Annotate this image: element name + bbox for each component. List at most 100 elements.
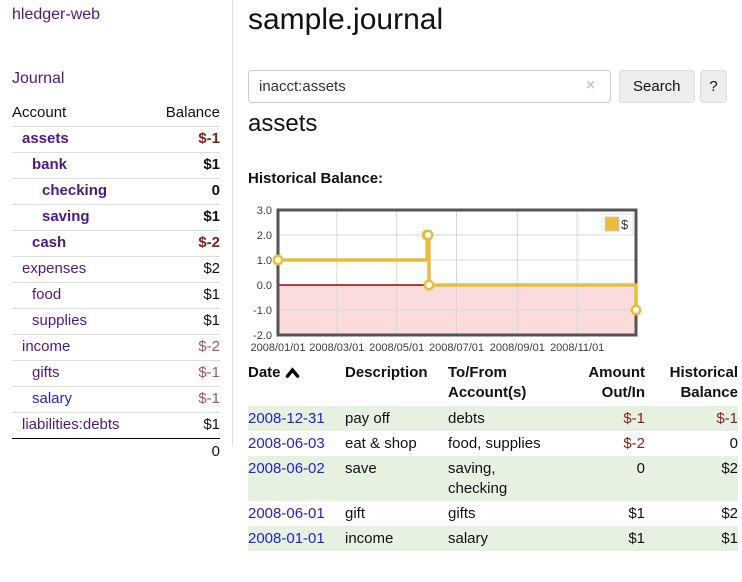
sidebar-account-expenses[interactable]: expenses [22,260,87,277]
transaction-amount: $1 [628,530,645,547]
col-accounts: To/From Account(s) [448,364,527,401]
svg-text:2008/09/01: 2008/09/01 [490,342,545,354]
register-row: 2008-06-02 save saving, checking 0 $2 [248,456,738,501]
nav-journal-link[interactable]: Journal [12,70,65,87]
clear-search-icon[interactable]: × [586,77,596,94]
svg-text:2008/07/01: 2008/07/01 [429,342,484,354]
transaction-balance: $1 [721,530,738,547]
account-balance: $2 [150,256,220,283]
help-button[interactable]: ? [700,70,727,103]
svg-text:2.0: 2.0 [257,230,272,242]
account-balance: 0 [150,178,220,205]
transaction-date-link[interactable]: 2008-06-02 [248,460,325,477]
account-balance: $1 [150,152,220,179]
sidebar-account-supplies[interactable]: supplies [32,312,88,329]
sidebar-account-food[interactable]: food [32,286,62,303]
transaction-balance: $2 [721,460,738,477]
accounts-header-row: Account Balance [12,100,220,127]
account-row: liabilities:debts $1 [12,412,220,439]
account-heading: assets [248,110,318,137]
svg-text:0.0: 0.0 [257,280,272,292]
account-balance: $-1 [150,126,220,153]
search-form: × Search ? [247,70,742,104]
page-title: sample.journal [248,3,444,36]
transaction-description: save [345,460,377,477]
transaction-description: pay off [345,410,390,427]
accounts-body: assets $-1 bank $1 checking 0 saving $1 cash $-2 e… [12,126,220,439]
sidebar-account-liabilities-debts[interactable]: liabilities:debts [22,416,120,433]
sidebar-account-cash[interactable]: cash [32,234,67,251]
accounts-table: Account Balance assets $-1 bank $1 checking 0… [12,100,220,465]
chart-title: Historical Balance: [248,170,384,187]
col-date[interactable]: Date [248,360,345,406]
transaction-balance: $-1 [716,410,738,427]
col-balance: Historical Balance [669,364,738,401]
col-date-label: Date [248,364,281,381]
svg-text:2008/03/01: 2008/03/01 [309,342,364,354]
svg-text:2008/11/01: 2008/11/01 [550,342,604,354]
accounts-total-row: 0 [12,438,220,465]
svg-text:2008/05/01: 2008/05/01 [369,342,424,354]
transaction-balance: 0 [729,435,738,452]
svg-text:-2.0: -2.0 [253,330,272,342]
account-row: income $-2 [12,334,220,361]
account-balance: $1 [150,204,220,231]
register-row: 2008-06-01 gift gifts $1 $2 [248,501,738,526]
accounts-col-balance: Balance [165,104,220,121]
transaction-date-link[interactable]: 2008-06-01 [248,505,325,522]
transaction-date-link[interactable]: 2008-12-31 [248,410,325,427]
register-body: 2008-12-31 pay off debts $-1 $-1 2008-06-03 ea… [248,406,738,551]
transaction-accounts: salary [448,530,489,547]
sidebar: hledger-web Journal Account Balance asse… [0,0,233,465]
svg-text:-1.0: -1.0 [253,305,272,317]
transaction-description: gift [345,505,366,522]
transaction-amount: $-2 [623,435,645,452]
transaction-accounts: saving, checking [448,460,508,497]
transaction-accounts: debts [448,410,485,427]
sidebar-account-saving[interactable]: saving [42,208,90,225]
transaction-balance: $2 [721,505,738,522]
account-row: salary $-1 [12,386,220,413]
svg-text:3.0: 3.0 [257,205,272,217]
account-row: expenses $2 [12,256,220,283]
account-row: checking 0 [12,178,220,205]
sidebar-account-income[interactable]: income [22,338,71,355]
sort-ascending-icon [285,367,299,378]
col-description: Description [345,364,428,381]
transaction-accounts: food, supplies [448,435,541,452]
main-content: sample.journal × Search ? assets Histori… [247,0,742,582]
register-table: Date Description To/From Account(s) Amou… [248,360,738,551]
transaction-amount: $-1 [623,410,645,427]
sidebar-account-gifts[interactable]: gifts [32,364,60,381]
transaction-description: income [345,530,394,547]
historical-balance-chart: $3.0 2.0 1.0 0.0 -1.0 -2.0 2008/01/01 2008/03/0… [247,198,729,360]
sidebar-account-checking[interactable]: checking [42,182,108,199]
account-row: cash $-2 [12,230,220,257]
account-balance: $-1 [150,360,220,387]
account-row: assets $-1 [12,126,220,153]
account-balance: $1 [150,282,220,309]
account-balance: $-2 [150,230,220,257]
transaction-date-link[interactable]: 2008-06-03 [248,435,325,452]
transaction-accounts: gifts [448,505,476,522]
svg-text:$: $ [621,217,629,232]
sidebar-account-salary[interactable]: salary [32,390,73,407]
accounts-col-account: Account [12,104,67,121]
accounts-total-value: 0 [150,438,220,465]
account-balance: $-2 [150,334,220,361]
sidebar-account-assets[interactable]: assets [22,130,69,147]
svg-text:2008/01/01: 2008/01/01 [250,342,305,354]
transaction-amount: 0 [636,460,645,477]
sidebar-account-bank[interactable]: bank [32,156,68,173]
search-button[interactable]: Search [619,70,695,103]
search-input[interactable] [248,70,611,103]
transaction-date-link[interactable]: 2008-01-01 [248,530,325,547]
register-header-row: Date Description To/From Account(s) Amou… [248,360,738,406]
account-balance: $1 [150,412,220,439]
svg-text:1.0: 1.0 [257,255,272,267]
account-row: gifts $-1 [12,360,220,387]
transaction-description: eat & shop [345,435,417,452]
brand-link[interactable]: hledger-web [12,6,101,23]
account-row: saving $1 [12,204,220,231]
